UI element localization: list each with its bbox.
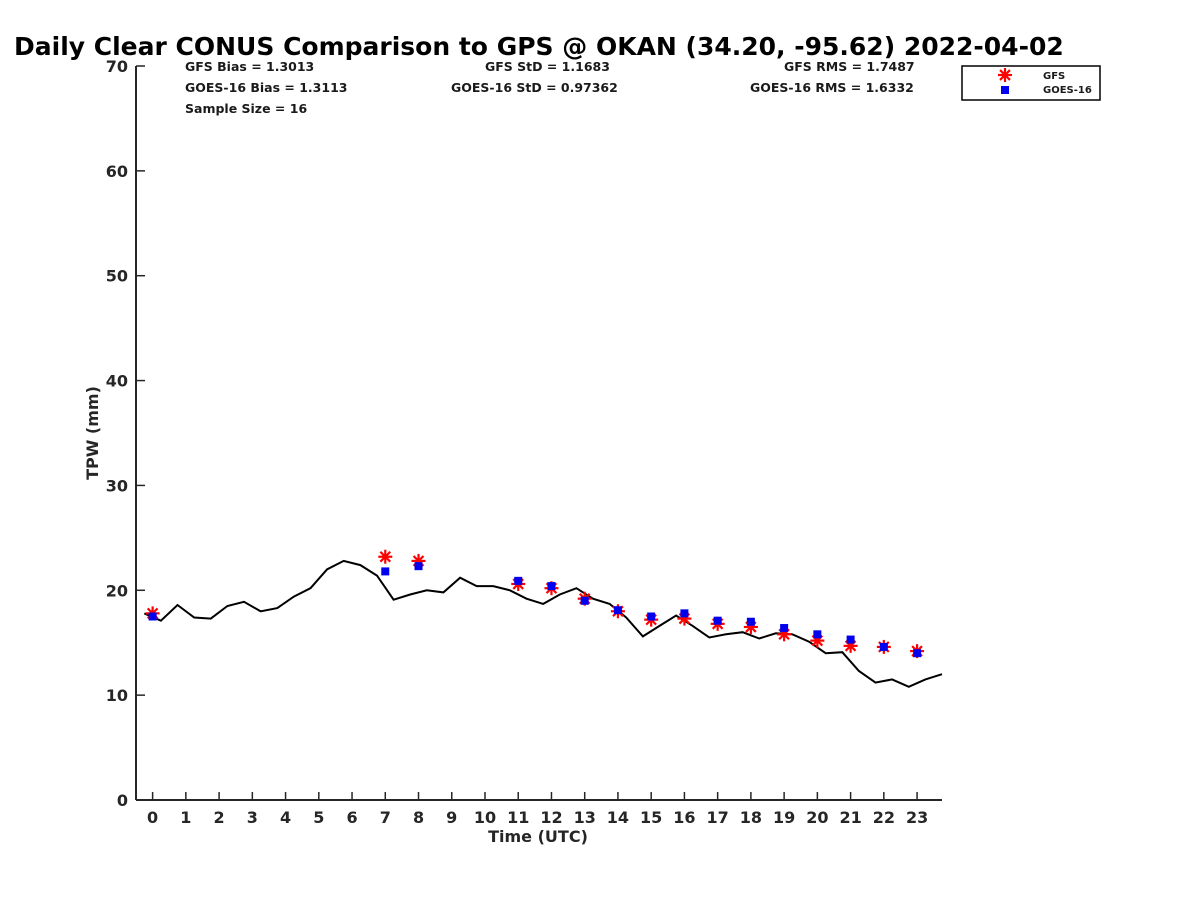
goes-point [580,596,589,605]
x-tick-label: 0 [147,808,158,827]
legend: GFS GOES-16 [961,65,1101,101]
x-tick-label: 14 [607,808,629,827]
goes-point [713,616,722,625]
x-tick-label: 19 [773,808,795,827]
x-tick-label: 22 [873,808,895,827]
goes-point [514,576,523,585]
y-axis-label: TPW (mm) [83,386,102,480]
x-tick-label: 15 [640,808,662,827]
goes-point [148,612,157,621]
goes-point [547,582,556,591]
x-tick-label: 13 [574,808,596,827]
x-tick-label: 16 [673,808,695,827]
x-tick-label: 18 [740,808,762,827]
y-tick-label: 50 [106,267,128,286]
goes-point [780,624,789,633]
y-tick-label: 70 [106,57,128,76]
x-tick-label: 6 [346,808,357,827]
x-axis-label: Time (UTC) [488,827,588,846]
gfs-std-stat: GFS StD = 1.1683 [485,59,610,74]
y-tick-label: 60 [106,162,128,181]
legend-gfs-label: GFS [1043,71,1065,82]
goes-point [813,630,822,639]
goes-point [613,606,622,615]
sample-size-stat: Sample Size = 16 [185,101,307,116]
series-layer [143,549,943,688]
gps-line [143,559,943,688]
goes-point [913,649,922,658]
gfs-bias-stat: GFS Bias = 1.3013 [185,59,314,74]
goes-point [746,617,755,626]
legend-gfs-asterisk [998,68,1012,82]
x-tick-label: 23 [906,808,928,827]
goes-point [381,567,390,576]
stats-panel: GFS Bias = 1.3013 GOES-16 Bias = 1.3113 … [185,59,915,116]
y-tick-label: 0 [117,791,128,810]
x-tick-label: 11 [507,808,529,827]
legend-goes-label: GOES-16 [1043,85,1092,96]
goes-point [414,562,423,571]
y-tick-label: 40 [106,372,128,391]
chart-title: Daily Clear CONUS Comparison to GPS @ OK… [14,32,1064,61]
gfs-point [378,549,393,564]
goes-bias-stat: GOES-16 Bias = 1.3113 [185,80,347,95]
x-tick-label: 21 [839,808,861,827]
goes-std-stat: GOES-16 StD = 0.97362 [451,80,618,95]
goes-point [680,609,689,618]
y-tick-label: 10 [106,686,128,705]
goes-rms-stat: GOES-16 RMS = 1.6332 [750,80,914,95]
legend-box [961,65,1101,101]
goes-point [846,635,855,644]
x-tick-label: 5 [313,808,324,827]
x-tick-label: 1 [180,808,191,827]
gfs-rms-stat: GFS RMS = 1.7487 [784,59,915,74]
x-tick-label: 9 [446,808,457,827]
x-tick-label: 12 [540,808,562,827]
x-tick-label: 17 [707,808,729,827]
x-tick-label: 10 [474,808,496,827]
x-tick-label: 7 [380,808,391,827]
x-tick-label: 8 [413,808,424,827]
y-tick-label: 30 [106,476,128,495]
x-tick-label: 20 [806,808,828,827]
legend-gfs-marker [998,68,1012,82]
x-tick-label: 3 [247,808,258,827]
x-tick-label: 4 [280,808,291,827]
goes-point [879,642,888,651]
legend-goes-marker [1001,86,1009,94]
axes: 0 1 2 3 4 5 6 7 8 9 10 11 12 13 14 15 16 17 18 19 20 21 22 2301… [106,57,942,827]
y-tick-label: 20 [106,581,128,600]
x-tick-label: 2 [214,808,225,827]
goes-point [647,612,656,621]
